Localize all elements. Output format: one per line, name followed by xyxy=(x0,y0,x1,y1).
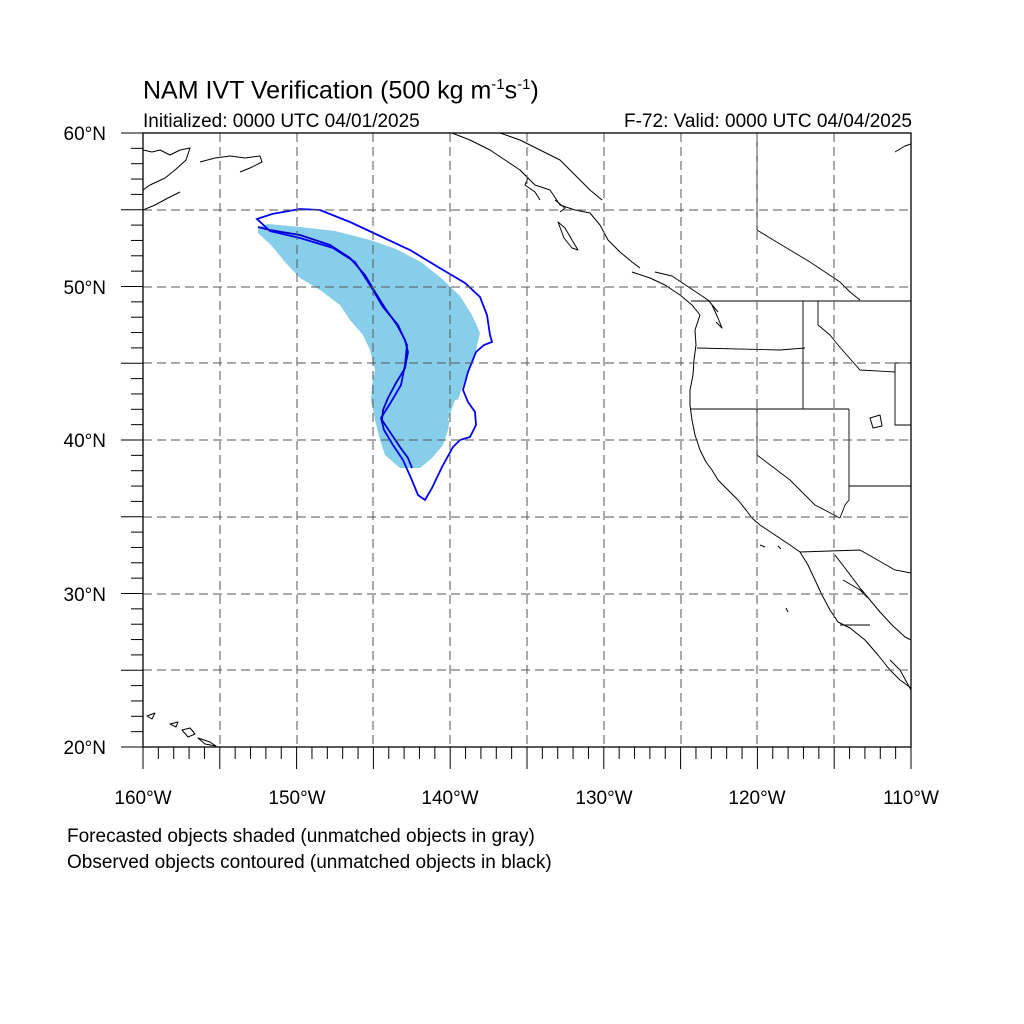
political-borders xyxy=(691,133,911,626)
lon-label-120w: 120°W xyxy=(728,788,785,809)
lon-label-110w: 110°W xyxy=(883,788,939,809)
forecast-gap xyxy=(448,398,470,425)
lat-label-60n: 60°N xyxy=(64,124,106,145)
map-title: NAM IVT Verification (500 kg m-1s-1) xyxy=(143,76,539,105)
observed-note: Observed objects contoured (unmatched ob… xyxy=(67,852,552,873)
lat-label-30n: 30°N xyxy=(64,585,106,606)
lon-label-130w: 130°W xyxy=(575,788,632,809)
valid-time-label: F-72: Valid: 0000 UTC 04/04/2025 xyxy=(624,111,912,132)
axis-ticks xyxy=(121,132,912,769)
gridlines xyxy=(143,133,911,747)
lat-axis-labels: 60°N 50°N 40°N 30°N 20°N xyxy=(64,124,106,759)
lat-label-40n: 40°N xyxy=(64,431,106,452)
lon-axis-labels: 160°W 150°W 140°W 130°W 120°W 110°W xyxy=(114,788,939,809)
observed-inner-contour xyxy=(257,226,413,469)
lon-label-150w: 150°W xyxy=(268,788,325,809)
initialized-label: Initialized: 0000 UTC 04/01/2025 xyxy=(143,111,420,132)
lat-label-20n: 20°N xyxy=(64,738,106,759)
lon-label-160w: 160°W xyxy=(114,788,171,809)
coastlines xyxy=(143,133,911,747)
lat-label-50n: 50°N xyxy=(64,278,106,299)
forecast-object-shaded xyxy=(258,224,480,468)
lon-label-140w: 140°W xyxy=(421,788,478,809)
forecast-note: Forecasted objects shaded (unmatched obj… xyxy=(67,826,535,847)
